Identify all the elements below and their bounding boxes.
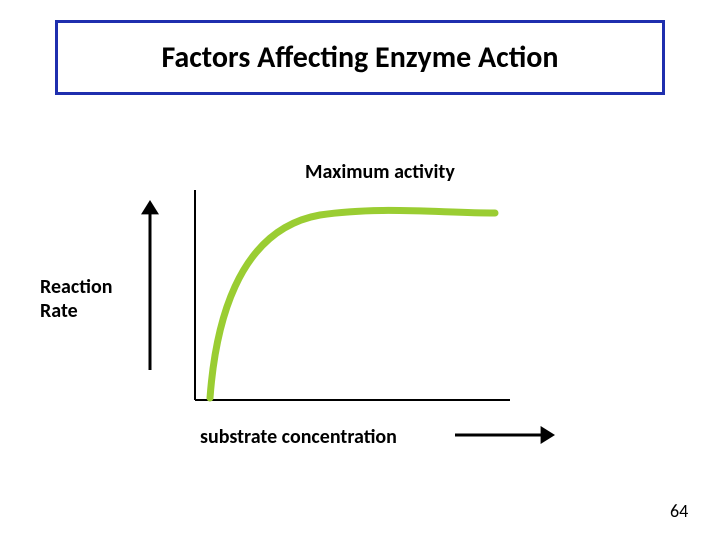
chart-axes: [195, 190, 510, 400]
y-arrow-head-icon: [141, 200, 159, 214]
saturation-curve: [210, 210, 495, 398]
x-arrow: [455, 426, 555, 444]
x-arrow-head-icon: [541, 426, 555, 444]
saturation-chart: [0, 0, 720, 540]
y-arrow: [141, 200, 159, 370]
